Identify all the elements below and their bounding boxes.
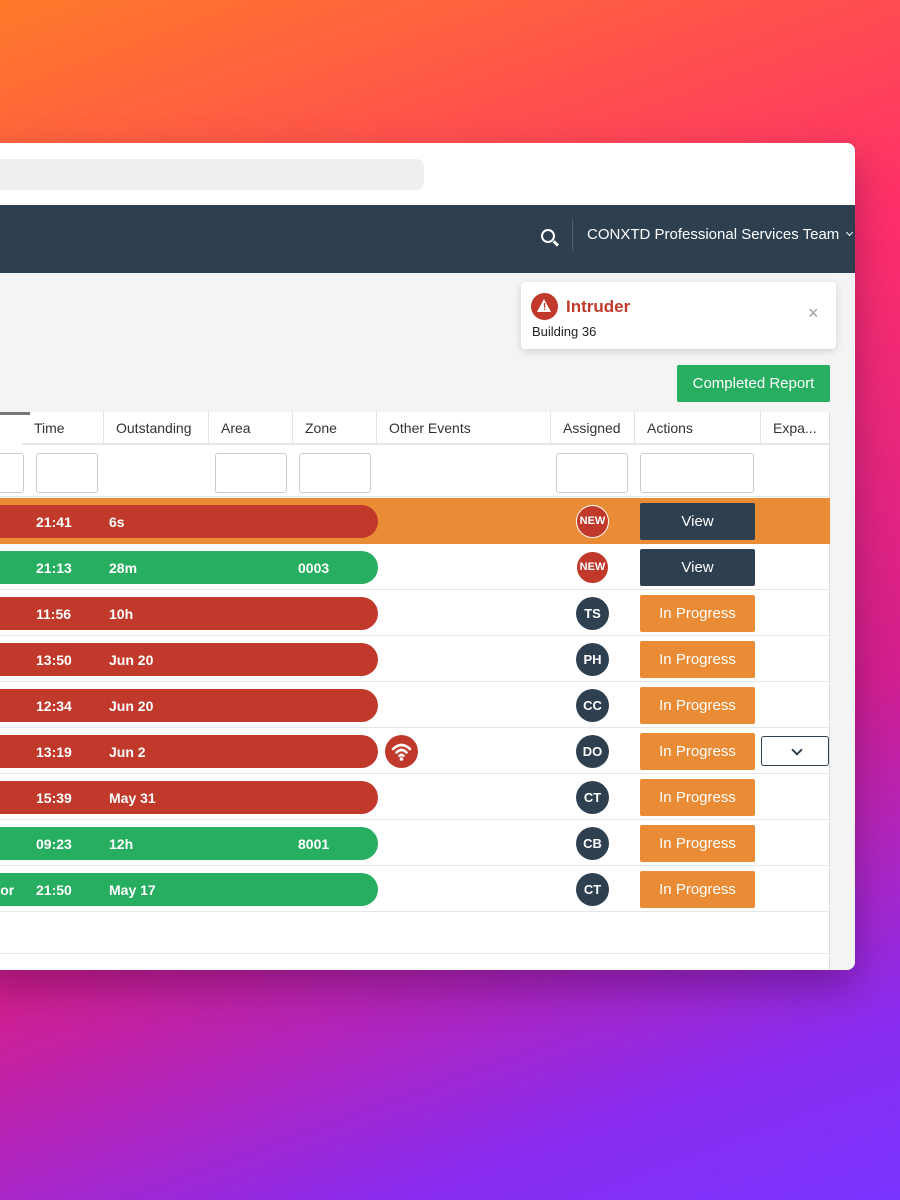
in-progress-button[interactable]: In Progress <box>640 641 755 678</box>
assignee-avatar: DO <box>576 735 609 768</box>
event-status-bar: 13:50 Jun 20 <box>0 643 378 676</box>
warning-icon <box>531 293 558 320</box>
table-row[interactable]: 13:50 Jun 20 PH In Progress <box>0 636 830 682</box>
time-filter-input[interactable] <box>36 453 98 493</box>
notification-title: Intruder <box>566 297 631 316</box>
filter-input[interactable] <box>0 453 24 493</box>
completed-report-button[interactable]: Completed Report <box>677 365 830 402</box>
event-status-bar: 12:34 Jun 20 <box>0 689 378 722</box>
app-window: CONXTD Professional Services Team Intrud… <box>0 143 855 970</box>
wifi-icon[interactable] <box>385 735 418 768</box>
assignee-avatar: TS <box>576 597 609 630</box>
event-status-bar: 15:39 May 31 <box>0 781 378 814</box>
event-outstanding: 10h <box>109 606 134 622</box>
event-outstanding: Jun 20 <box>109 698 154 714</box>
table-footer-divider <box>0 953 830 954</box>
column-header-area[interactable]: Area <box>209 412 293 445</box>
in-progress-button[interactable]: In Progress <box>640 871 755 908</box>
event-time: 09:23 <box>36 836 72 852</box>
event-outstanding: May 17 <box>109 882 156 898</box>
table-row[interactable]: 15:39 May 31 CT In Progress <box>0 774 830 820</box>
event-time: 13:19 <box>36 744 72 760</box>
expand-row-button[interactable] <box>761 736 829 766</box>
event-status-bar: 11:56 10h <box>0 597 378 630</box>
assignee-avatar: CT <box>576 873 609 906</box>
event-outstanding: 28m <box>109 560 138 576</box>
event-status-bar: 09:23 12h 8001 <box>0 827 378 860</box>
event-time: 11:56 <box>36 606 72 622</box>
event-time: 21:41 <box>36 514 72 530</box>
search-icon[interactable] <box>541 229 555 243</box>
assigned-badge: NEW <box>576 551 609 584</box>
event-outstanding: 12h <box>109 836 134 852</box>
event-time: 12:34 <box>36 698 72 714</box>
table-row[interactable]: 13:19 Jun 2 DO In Progress <box>0 728 830 774</box>
table-row[interactable]: 09:23 12h 8001 CB In Progress <box>0 820 830 866</box>
row-lead-text: estor <box>0 882 15 898</box>
column-header-outstanding[interactable]: Outstanding <box>104 412 209 445</box>
table-row[interactable]: 11:56 10h TS In Progress <box>0 590 830 636</box>
event-status-bar: estor 21:50 May 17 <box>0 873 378 906</box>
close-icon[interactable]: × <box>808 303 819 323</box>
alarm-notification[interactable]: Intruder Building 36 × <box>521 282 836 349</box>
column-header-other-events[interactable]: Other Events <box>377 412 551 445</box>
event-zone: 0003 <box>298 560 330 576</box>
event-outstanding: Jun 20 <box>109 652 154 668</box>
table-row[interactable]: 21:41 6s NEW View <box>0 498 830 544</box>
event-status-bar: 13:19 Jun 2 <box>0 735 378 768</box>
column-header-assigned[interactable]: Assigned <box>551 412 635 445</box>
in-progress-button[interactable]: In Progress <box>640 825 755 862</box>
header-accent <box>0 412 30 415</box>
event-outstanding: May 31 <box>109 790 156 806</box>
nav-divider <box>572 219 573 251</box>
table-row[interactable]: estor 21:50 May 17 CT In Progress <box>0 866 830 912</box>
assigned-filter-input[interactable] <box>556 453 628 493</box>
event-time: 15:39 <box>36 790 72 806</box>
event-status-bar: 21:41 6s <box>0 505 378 538</box>
event-time: 13:50 <box>36 652 72 668</box>
column-header-zone[interactable]: Zone <box>293 412 377 445</box>
zone-filter-input[interactable] <box>299 453 371 493</box>
view-button[interactable]: View <box>640 549 755 586</box>
notification-subtitle: Building 36 <box>532 324 597 339</box>
in-progress-button[interactable]: In Progress <box>640 779 755 816</box>
assignee-avatar: CB <box>576 827 609 860</box>
filter-row <box>0 445 830 497</box>
column-header-actions[interactable]: Actions <box>635 412 761 445</box>
actions-filter-input[interactable] <box>640 453 754 493</box>
event-outstanding: Jun 2 <box>109 744 146 760</box>
in-progress-button[interactable]: In Progress <box>640 687 755 724</box>
table-row[interactable]: 21:13 28m 0003 NEW View <box>0 544 830 590</box>
assignee-avatar: CC <box>576 689 609 722</box>
event-time: 21:13 <box>36 560 72 576</box>
team-name: CONXTD Professional Services Team <box>587 226 840 243</box>
column-header-expand[interactable]: Expa... <box>761 412 830 445</box>
event-time: 21:50 <box>36 882 72 898</box>
in-progress-button[interactable]: In Progress <box>640 595 755 632</box>
table-row[interactable]: 12:34 Jun 20 CC In Progress <box>0 682 830 728</box>
team-menu[interactable]: CONXTD Professional Services Team <box>587 205 854 265</box>
chevron-down-icon <box>846 228 854 237</box>
assignee-avatar: PH <box>576 643 609 676</box>
view-button[interactable]: View <box>640 503 755 540</box>
event-outstanding: 6s <box>109 514 125 530</box>
events-table: Time Outstanding Area Zone Other Events … <box>0 412 830 970</box>
assignee-avatar: CT <box>576 781 609 814</box>
top-navbar: CONXTD Professional Services Team <box>0 205 855 273</box>
event-status-bar: 21:13 28m 0003 <box>0 551 378 584</box>
in-progress-button[interactable]: In Progress <box>640 733 755 770</box>
assigned-badge: NEW <box>576 505 609 538</box>
browser-toolbar <box>0 143 855 205</box>
event-zone: 8001 <box>298 836 330 852</box>
column-header-time[interactable]: Time <box>22 412 104 445</box>
address-bar[interactable] <box>0 159 424 190</box>
area-filter-input[interactable] <box>215 453 287 493</box>
